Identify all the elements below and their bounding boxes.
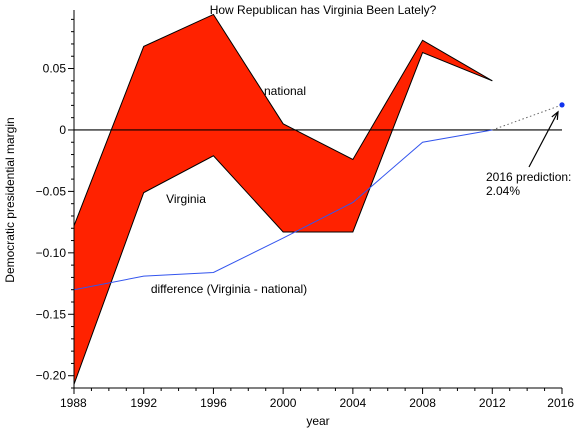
x-axis-label: year (306, 414, 329, 428)
series-line-virginia (73, 51, 493, 385)
margin-gap-band (74, 14, 493, 385)
x-tick-label: 2008 (409, 396, 436, 410)
y-tick-label: −0.15 (36, 307, 67, 321)
label-virginia: Virginia (166, 192, 206, 206)
label-national: national (264, 84, 306, 98)
y-tick-label: 0.05 (43, 62, 67, 76)
y-tick-label: 0 (59, 123, 66, 137)
x-tick-label: 2012 (479, 396, 506, 410)
prediction-arrow (528, 111, 559, 168)
y-tick-label: −0.05 (36, 184, 67, 198)
y-tick-label: −0.10 (36, 246, 67, 260)
label-difference: difference (Virginia - national) (151, 282, 307, 296)
x-tick-label: 1992 (130, 396, 157, 410)
prediction-arrow-head (551, 110, 559, 120)
x-tick-label: 2004 (340, 396, 367, 410)
prediction-point (559, 102, 565, 108)
prediction-label: 2016 prediction: 2.04% (486, 170, 571, 198)
x-tick-label: 1988 (60, 396, 87, 410)
projection-line (492, 104, 563, 131)
x-tick-label: 1996 (200, 396, 227, 410)
x-tick-label: 2016 (547, 396, 574, 410)
x-tick-label: 2000 (270, 396, 297, 410)
y-axis-label: Democratic presidential margin (3, 117, 17, 282)
series-line-national (73, 13, 493, 226)
series-line-difference (73, 129, 493, 291)
y-tick-label: −0.20 (36, 369, 67, 383)
chart-title: How Republican has Virginia Been Lately? (210, 3, 437, 17)
plot-area: −0.20 −0.15 −0.10 −0.05 0 0.05 1988 1992 1996 200… (36, 10, 574, 410)
